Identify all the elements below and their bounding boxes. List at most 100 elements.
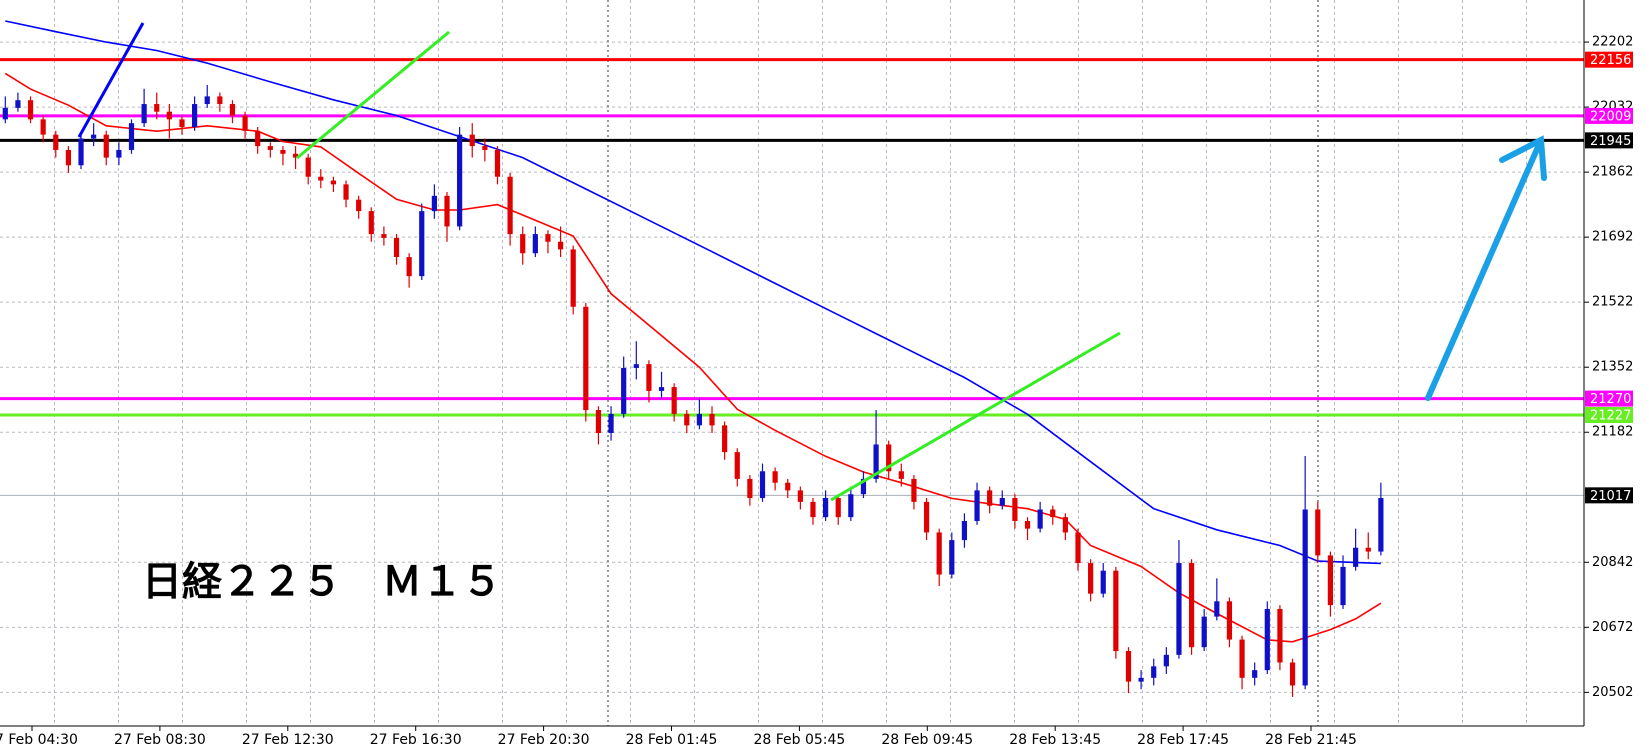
- candle-body: [116, 149, 122, 158]
- level-label-box: [1585, 407, 1633, 424]
- candle-body: [27, 100, 34, 120]
- candle-body: [65, 149, 71, 166]
- level-label-box: [1585, 132, 1633, 149]
- candle-body: [1239, 639, 1245, 678]
- candle-body: [1340, 566, 1346, 606]
- candle-body: [343, 184, 349, 200]
- level-label: 21945: [1590, 134, 1631, 149]
- candle-body: [785, 482, 791, 491]
- candle-body: [1176, 563, 1182, 655]
- candle-body: [1188, 563, 1195, 648]
- candle-body: [356, 199, 362, 212]
- candle-body: [898, 471, 904, 479]
- candle-body: [684, 413, 690, 426]
- level-label: 22156: [1590, 53, 1631, 68]
- candle-body: [507, 176, 513, 235]
- candle-body: [40, 119, 46, 135]
- candle-body: [734, 452, 740, 479]
- candle-body: [318, 176, 324, 181]
- candle-body: [961, 520, 968, 541]
- candle-body: [128, 123, 135, 150]
- candle-body: [1037, 509, 1043, 529]
- candle-body: [987, 490, 993, 506]
- level-label: 21017: [1590, 489, 1631, 504]
- y-tick-label: 21352: [1592, 360, 1633, 375]
- candle-body: [1125, 651, 1132, 682]
- y-tick-label: 21522: [1592, 295, 1633, 310]
- candle-body: [469, 134, 475, 147]
- candle-body: [608, 413, 614, 433]
- x-tick-label: 27 Feb 20:30: [498, 732, 590, 748]
- candle-body: [936, 532, 942, 575]
- candle-body: [709, 413, 715, 426]
- x-tick-label: 28 Feb 09:45: [881, 732, 973, 748]
- candle-body: [848, 494, 854, 518]
- x-tick-label: 28 Feb 13:45: [1009, 732, 1101, 748]
- level-label: 21227: [1590, 409, 1631, 424]
- candle-body: [1302, 509, 1308, 686]
- x-tick-label: 28 Feb 05:45: [753, 732, 845, 748]
- x-tick-label: 27 Feb 16:30: [370, 732, 462, 748]
- candle-body: [671, 387, 677, 414]
- candle-body: [583, 306, 589, 411]
- levels: [0, 58, 1584, 496]
- candle-body: [999, 498, 1005, 506]
- candle-body: [1050, 509, 1056, 518]
- y-tick-label: 22202: [1592, 35, 1633, 50]
- candle-body: [1327, 555, 1333, 606]
- x-tick-label: 28 Feb 01:45: [626, 732, 718, 748]
- y-tick-label: 20672: [1592, 620, 1633, 635]
- level-label-box: [1585, 487, 1633, 504]
- candle-body: [141, 104, 147, 124]
- level-label-box: [1585, 51, 1633, 68]
- candle-body: [747, 478, 753, 499]
- candle-body: [419, 211, 425, 277]
- candle-body: [280, 149, 286, 154]
- candle-body: [217, 96, 223, 105]
- level-label-box: [1585, 107, 1633, 124]
- candle-body: [242, 115, 248, 131]
- candle-body: [520, 234, 526, 254]
- candle-body: [482, 146, 488, 150]
- candle-body: [570, 249, 576, 307]
- trend-line: [296, 30, 450, 160]
- candle-body: [974, 490, 980, 521]
- y-tick-label: 21862: [1592, 165, 1633, 180]
- candle-body: [305, 157, 311, 177]
- candle-body: [368, 211, 374, 235]
- candle-body: [823, 498, 829, 518]
- candle-body: [78, 138, 84, 166]
- candle-body: [1075, 532, 1081, 564]
- y-tick-label: 20502: [1592, 685, 1633, 700]
- candle-body: [457, 134, 463, 227]
- candle-body: [1264, 608, 1270, 671]
- candle-body: [179, 119, 185, 127]
- candle-body: [621, 367, 627, 414]
- candle-body: [797, 490, 803, 502]
- candle-body: [873, 444, 879, 479]
- candle-body: [949, 540, 955, 575]
- candle-body: [810, 501, 816, 518]
- y-tick-label: 21692: [1592, 230, 1633, 245]
- candle-body: [53, 134, 59, 150]
- candle-body: [1214, 601, 1220, 617]
- candle-body: [696, 413, 702, 426]
- candle-body: [923, 501, 930, 533]
- candle-body: [192, 104, 198, 127]
- candle-body: [15, 100, 21, 108]
- candle-body: [1226, 601, 1233, 640]
- candle-body: [103, 134, 109, 158]
- axis-panel: [0, 726, 1584, 755]
- candle-body: [1113, 570, 1119, 652]
- x-tick-label: 27 Feb 12:30: [242, 732, 334, 748]
- candle-body: [292, 153, 299, 158]
- candle-body: [886, 444, 892, 472]
- candle-body: [1151, 666, 1157, 678]
- candle-body: [722, 425, 728, 453]
- candle-body: [658, 387, 665, 391]
- candle-body: [532, 234, 538, 254]
- candle-body: [545, 234, 551, 242]
- candles: [2, 84, 1384, 697]
